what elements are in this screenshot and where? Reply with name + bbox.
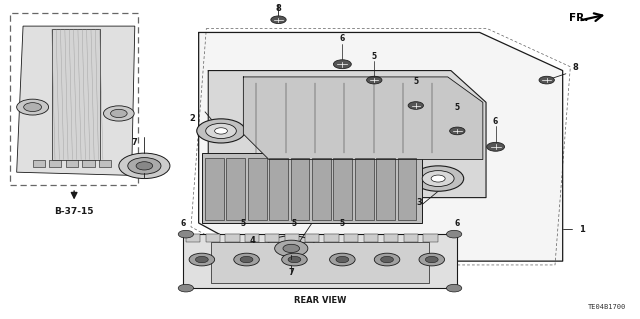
Bar: [305, 234, 319, 242]
Text: FR.: FR.: [569, 13, 588, 23]
Bar: [227, 158, 245, 220]
Circle shape: [205, 123, 236, 138]
Circle shape: [288, 256, 301, 263]
Bar: [245, 234, 259, 242]
Text: 5: 5: [455, 103, 460, 112]
Text: 5: 5: [241, 219, 246, 228]
Text: 4: 4: [250, 236, 256, 245]
Polygon shape: [198, 33, 563, 261]
Text: 7: 7: [289, 268, 294, 277]
Bar: [424, 234, 438, 242]
Circle shape: [333, 60, 351, 69]
Bar: [248, 158, 267, 220]
Text: 8: 8: [276, 4, 282, 13]
Bar: [355, 158, 374, 220]
Text: 6: 6: [340, 34, 345, 43]
Bar: [49, 160, 61, 167]
Circle shape: [128, 158, 161, 174]
Text: B-37-15: B-37-15: [54, 207, 94, 216]
Bar: [397, 158, 417, 220]
Text: 6: 6: [454, 219, 460, 228]
Bar: [202, 153, 422, 223]
Bar: [33, 160, 45, 167]
Circle shape: [119, 153, 170, 179]
Circle shape: [283, 244, 300, 253]
Bar: [205, 234, 220, 242]
Circle shape: [104, 106, 134, 121]
Text: 2: 2: [189, 114, 195, 123]
Circle shape: [486, 142, 504, 151]
Circle shape: [408, 102, 424, 109]
Bar: [376, 158, 395, 220]
Bar: [344, 234, 358, 242]
Text: 1: 1: [579, 225, 585, 234]
Bar: [83, 160, 95, 167]
Bar: [205, 158, 224, 220]
Circle shape: [17, 99, 49, 115]
Circle shape: [189, 253, 214, 266]
Bar: [312, 158, 331, 220]
Circle shape: [447, 284, 462, 292]
Polygon shape: [17, 26, 135, 175]
Circle shape: [24, 103, 42, 112]
Circle shape: [447, 230, 462, 238]
Circle shape: [374, 253, 400, 266]
Circle shape: [422, 171, 454, 187]
Text: 5: 5: [372, 52, 377, 61]
Circle shape: [426, 256, 438, 263]
Text: 5: 5: [413, 77, 419, 86]
Circle shape: [431, 175, 445, 182]
Bar: [285, 234, 299, 242]
Bar: [10, 13, 138, 185]
Bar: [404, 234, 418, 242]
Circle shape: [330, 253, 355, 266]
Text: 3: 3: [416, 198, 422, 207]
Circle shape: [367, 76, 382, 84]
Circle shape: [234, 253, 259, 266]
Circle shape: [240, 256, 253, 263]
Circle shape: [214, 128, 227, 134]
Text: 6: 6: [180, 219, 186, 228]
Circle shape: [266, 236, 317, 261]
Circle shape: [136, 162, 153, 170]
Circle shape: [450, 127, 465, 135]
Circle shape: [178, 284, 193, 292]
Bar: [291, 158, 310, 220]
Bar: [225, 234, 239, 242]
Circle shape: [336, 256, 349, 263]
Circle shape: [413, 166, 464, 191]
Text: 8: 8: [573, 63, 579, 72]
Circle shape: [196, 119, 245, 143]
Bar: [186, 234, 200, 242]
Bar: [211, 242, 429, 283]
Circle shape: [275, 240, 308, 257]
Circle shape: [271, 16, 286, 24]
Bar: [182, 234, 458, 288]
Text: 5: 5: [340, 219, 345, 228]
Circle shape: [178, 230, 193, 238]
Bar: [333, 158, 352, 220]
Bar: [324, 234, 339, 242]
Bar: [66, 160, 78, 167]
Text: REAR VIEW: REAR VIEW: [294, 296, 346, 305]
Text: 5: 5: [292, 219, 297, 228]
Circle shape: [539, 76, 554, 84]
Bar: [269, 158, 288, 220]
Bar: [99, 160, 111, 167]
Polygon shape: [208, 70, 486, 197]
Bar: [384, 234, 398, 242]
Bar: [52, 29, 100, 160]
Polygon shape: [243, 77, 483, 160]
Bar: [265, 234, 279, 242]
Circle shape: [381, 256, 394, 263]
Circle shape: [419, 253, 445, 266]
Bar: [364, 234, 378, 242]
Circle shape: [195, 256, 208, 263]
Text: TE04B1700: TE04B1700: [588, 304, 627, 310]
Circle shape: [282, 253, 307, 266]
Text: 6: 6: [493, 117, 499, 126]
Circle shape: [111, 109, 127, 118]
Text: 7: 7: [132, 137, 138, 146]
